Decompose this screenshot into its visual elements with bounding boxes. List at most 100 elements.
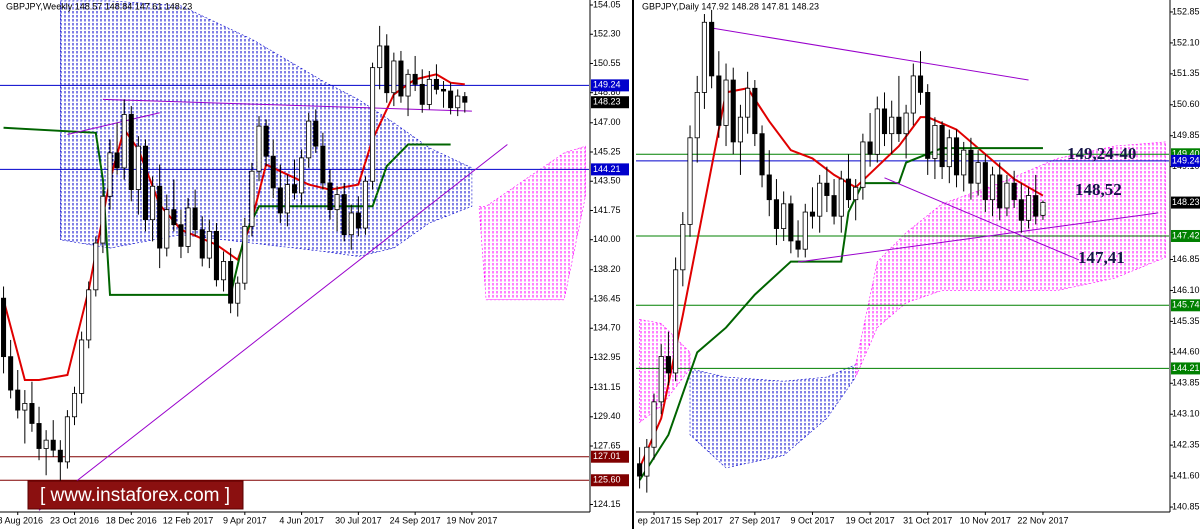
x-tick-label: 22 Nov 2017 — [1017, 515, 1068, 525]
y-tick-label: 154.05 — [593, 0, 621, 9]
price-box — [591, 450, 629, 463]
chart-axes: 154.05 152.30 150.55 148.80 147.00 145.25 143.… — [0, 0, 629, 525]
x-tick-label: 31 Oct 2017 — [903, 515, 952, 525]
indicator-line — [711, 27, 1029, 81]
y-tick-label: 129.40 — [593, 411, 621, 421]
candle-body — [896, 116, 902, 135]
candle-body — [673, 269, 679, 374]
cloud — [855, 141, 1166, 378]
x-tick-label: 9 Oct 2017 — [790, 515, 834, 525]
candle-body — [925, 92, 931, 159]
candle-body — [121, 114, 127, 169]
candle-body — [961, 149, 967, 176]
indicator-line — [638, 147, 1043, 481]
candle-body — [1011, 182, 1017, 201]
annotation: 149,24-40 — [1067, 144, 1136, 163]
candle-body — [370, 67, 376, 182]
candle-body — [355, 212, 361, 229]
candle-body — [903, 112, 909, 135]
candle-body — [8, 356, 14, 391]
candle-body — [348, 212, 354, 236]
candle-body — [320, 145, 326, 184]
indicator-line — [638, 87, 1044, 469]
y-tick-label: 152.30 — [593, 29, 621, 39]
candle-body — [881, 108, 888, 135]
candle-body — [277, 187, 283, 214]
candle-body — [221, 261, 227, 281]
candle-body — [637, 463, 643, 477]
candle-body — [114, 152, 120, 169]
candle-body — [874, 108, 880, 155]
chart-axes: 152.85152.10151.35150.60149.85149.10146.… — [636, 0, 1200, 525]
candle-body — [185, 207, 191, 247]
candle-body — [334, 194, 340, 211]
x-tick-label: 30 Jul 2017 — [335, 515, 382, 525]
candle-body — [86, 289, 92, 341]
cloud — [478, 145, 586, 301]
price-box-label: 148.23 — [593, 97, 621, 107]
y-tick-label: 150.55 — [593, 58, 621, 68]
candle-body — [433, 78, 439, 90]
candle-body — [1018, 199, 1024, 221]
price-box-label: 149.24 — [1172, 155, 1200, 165]
candle-body — [1, 297, 7, 358]
chart-panel — [636, 9, 1169, 493]
x-tick-label: 4 Jun 2017 — [279, 515, 324, 525]
candle-body — [838, 178, 844, 217]
candle-body — [889, 116, 895, 135]
watermark-box — [27, 480, 244, 510]
y-tick-label: 152.10 — [1172, 37, 1200, 47]
price-box — [591, 79, 629, 92]
candle-body — [171, 209, 177, 226]
candle-body — [93, 242, 99, 291]
x-tick-label: 18 Dec 2016 — [106, 515, 157, 525]
y-tick-label: 146.85 — [1172, 254, 1200, 264]
indicator-line — [102, 98, 472, 112]
candle-body — [327, 182, 333, 211]
candle-body — [788, 203, 794, 242]
indicator-line — [67, 112, 160, 135]
x-tick-label: ep 2017 — [638, 515, 671, 525]
candle-body — [975, 162, 981, 184]
candle-body — [1025, 195, 1032, 221]
candle-body — [142, 145, 149, 221]
candle-body — [462, 96, 468, 103]
y-tick-label: 131.15 — [593, 382, 621, 392]
candle-body — [946, 137, 952, 168]
candle-body — [206, 230, 212, 259]
price-box-label: 149.24 — [593, 80, 621, 90]
indicator-line — [38, 144, 508, 511]
candle-body — [853, 186, 859, 201]
candle-body — [687, 137, 693, 225]
x-labels: 28 Aug 2016 23 Oct 2016 18 Dec 2016 12 Feb … — [0, 512, 497, 525]
y-tick-label: 141.60 — [1172, 470, 1200, 480]
y-tick-label: 148.80 — [593, 87, 621, 97]
candle-body — [79, 339, 85, 394]
y-tick-label: 142.35 — [1172, 440, 1200, 450]
candle-body — [1033, 195, 1039, 217]
price-box-label: 144.21 — [1172, 363, 1200, 373]
candle-body — [341, 194, 347, 236]
price-box — [1171, 154, 1200, 167]
candle-body — [199, 229, 205, 259]
y-tick-label: 152.85 — [1172, 6, 1200, 16]
candle-body — [867, 141, 873, 155]
candle-body — [128, 114, 134, 190]
price-box — [591, 163, 629, 176]
candle-body — [57, 449, 63, 463]
candle-body — [781, 203, 787, 229]
x-tick-label: 9 Apr 2017 — [223, 515, 267, 525]
candle-body — [939, 125, 945, 168]
candle-body — [192, 207, 198, 231]
candle-body — [178, 224, 184, 247]
price-box-label: 145.74 — [1172, 300, 1200, 310]
y-tick-label: 150.60 — [1172, 99, 1200, 109]
y-tick-label: 127.65 — [593, 440, 621, 450]
candle-body — [43, 439, 49, 449]
price-box-label: 127.01 — [593, 451, 621, 461]
candle-body — [164, 209, 170, 249]
candle-body — [802, 211, 808, 250]
candle-body — [384, 45, 390, 94]
candle-body — [860, 141, 866, 188]
y-tick-label: 134.70 — [593, 323, 621, 333]
